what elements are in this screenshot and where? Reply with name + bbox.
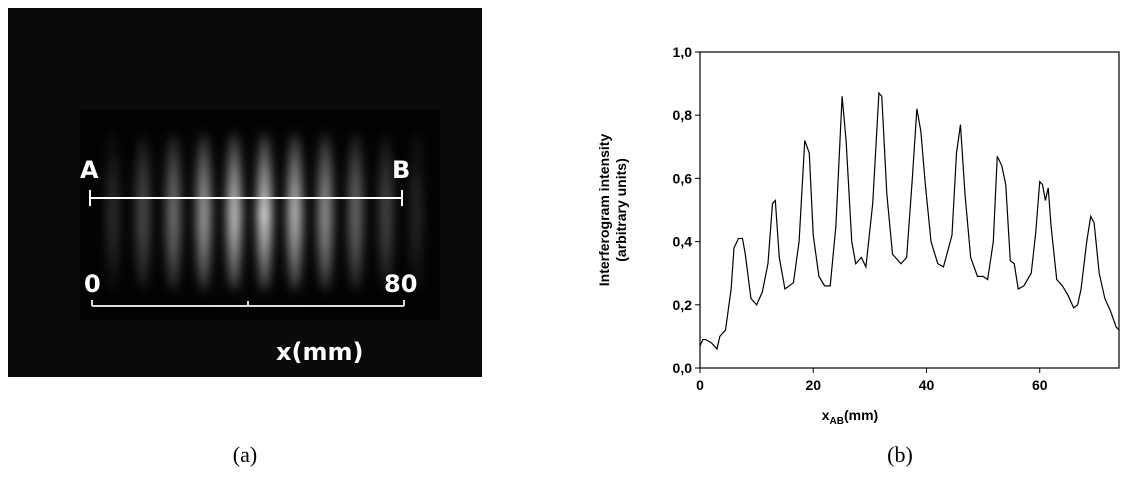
x-tick-label: 20 bbox=[805, 377, 821, 393]
x-tick-label: 40 bbox=[919, 377, 935, 393]
caption: (a) bbox=[233, 442, 257, 467]
x-tick-label: 0 bbox=[696, 377, 704, 393]
x-axis-label: xAB(mm) bbox=[822, 407, 878, 427]
data-line bbox=[699, 91, 1120, 351]
y-tick-label: 0,8 bbox=[673, 107, 693, 123]
x-label-base: x bbox=[822, 407, 830, 423]
label-a: A bbox=[80, 156, 99, 184]
y-tick-label: 0,0 bbox=[673, 360, 693, 376]
vignette bbox=[80, 110, 440, 320]
plot-frame bbox=[699, 51, 1120, 369]
x-label-unit: (mm) bbox=[844, 407, 878, 423]
caption: (b) bbox=[887, 442, 913, 467]
photo: A B 0 80 x(mm) bbox=[8, 8, 482, 377]
y-axis-label: Interferogram intensity bbox=[596, 134, 612, 287]
y-tick-label: 1,0 bbox=[673, 44, 693, 60]
scale-unit: x(mm) bbox=[276, 338, 363, 366]
y-tick-label: 0,6 bbox=[673, 170, 693, 186]
y-axis-label: (arbitrary units) bbox=[613, 158, 629, 261]
label-b: B bbox=[392, 156, 410, 184]
x-tick-label: 60 bbox=[1032, 377, 1048, 393]
x-label-sub: AB bbox=[830, 416, 844, 427]
y-tick-label: 0,2 bbox=[673, 297, 693, 313]
scale-start: 0 bbox=[84, 270, 101, 298]
y-tick-label: 0,4 bbox=[673, 234, 693, 250]
chart: 0,0 0,2 0,4 0,6 0,8 1,0 0 20 40 60 Interferogram i… bbox=[596, 44, 1120, 427]
scale-end: 80 bbox=[384, 270, 417, 298]
